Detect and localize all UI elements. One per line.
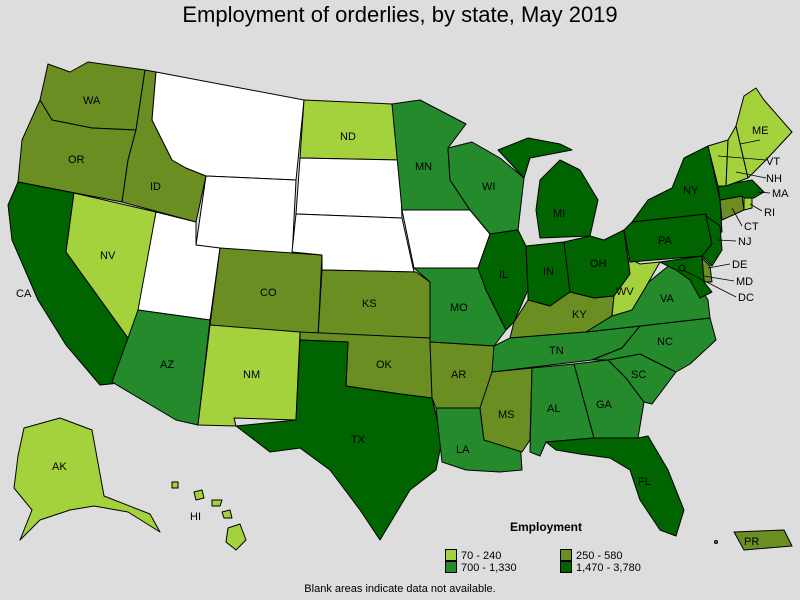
state-nd[interactable] xyxy=(299,99,401,161)
label-id: ID xyxy=(150,181,161,193)
label-fl: FL xyxy=(638,476,651,488)
legend-item-700-1330: 700 - 1,330 xyxy=(445,561,517,574)
label-la: LA xyxy=(456,444,470,456)
label-ga: GA xyxy=(596,399,613,411)
label-vt: VT xyxy=(766,156,780,168)
label-or: OR xyxy=(68,154,85,166)
state-az[interactable] xyxy=(111,309,211,426)
label-al: AL xyxy=(547,403,560,415)
label-ct: CT xyxy=(744,221,759,233)
label-ak: AK xyxy=(52,461,67,473)
pr-islet xyxy=(714,540,718,544)
state-wy[interactable] xyxy=(195,175,297,259)
state-pr[interactable] xyxy=(733,529,793,551)
state-ak[interactable] xyxy=(13,417,161,541)
label-dc: DC xyxy=(738,292,754,304)
legend-swatch xyxy=(560,561,572,573)
legend-item-1470-3780: 1,470 - 3,780 xyxy=(560,561,641,574)
state-mi[interactable] xyxy=(497,137,599,239)
label-sc: SC xyxy=(631,369,646,381)
legend-swatch xyxy=(445,549,457,561)
state-tx[interactable] xyxy=(235,339,443,541)
label-il: IL xyxy=(499,269,508,281)
label-ma: MA xyxy=(772,188,789,200)
legend-label: 700 - 1,330 xyxy=(461,562,517,574)
state-md[interactable] xyxy=(659,255,713,299)
footnote: Blank areas indicate data not available. xyxy=(304,583,496,595)
label-oh: OH xyxy=(590,258,607,270)
legend-swatch xyxy=(560,549,572,561)
legend-swatch xyxy=(445,561,457,573)
label-wv: WV xyxy=(616,286,634,298)
label-pr: PR xyxy=(744,536,759,548)
legend-label: 1,470 - 3,780 xyxy=(576,562,641,574)
label-ny: NY xyxy=(683,185,699,197)
label-me: ME xyxy=(752,125,769,137)
label-nm: NM xyxy=(243,369,260,381)
label-tn: TN xyxy=(549,345,564,357)
label-de: DE xyxy=(732,259,747,271)
label-ar: AR xyxy=(451,369,466,381)
state-fl[interactable] xyxy=(545,435,685,537)
state-labels: WA OR CA NV ID AZ CO NM ND KS OK TX MN M… xyxy=(16,95,789,548)
callout-lines xyxy=(682,139,771,298)
legend-label: 250 - 580 xyxy=(576,550,623,562)
label-az: AZ xyxy=(160,359,174,371)
label-wi: WI xyxy=(482,181,495,193)
legend-label: 70 - 240 xyxy=(461,550,502,562)
label-nc: NC xyxy=(657,336,673,348)
label-ks: KS xyxy=(362,298,377,310)
label-mo: MO xyxy=(450,302,468,314)
state-dc[interactable] xyxy=(678,264,686,272)
label-pa: PA xyxy=(658,235,673,247)
label-nj: NJ xyxy=(738,236,751,248)
label-ri: RI xyxy=(764,207,775,219)
state-nj[interactable] xyxy=(701,215,723,267)
label-nv: NV xyxy=(100,250,116,262)
label-ca: CA xyxy=(16,288,32,300)
label-nd: ND xyxy=(340,131,356,143)
map-title: Employment of orderlies, by state, May 2… xyxy=(182,2,618,27)
label-md: MD xyxy=(736,276,753,288)
label-co: CO xyxy=(260,287,277,299)
legend-item-250-580: 250 - 580 xyxy=(560,549,622,562)
label-mi: MI xyxy=(553,208,565,220)
legend-item-70-240: 70 - 240 xyxy=(445,549,501,562)
label-va: VA xyxy=(660,293,675,305)
label-tx: TX xyxy=(351,434,366,446)
label-wa: WA xyxy=(83,95,101,107)
label-hi: HI xyxy=(190,511,201,523)
legend-title: Employment xyxy=(510,520,583,534)
label-ok: OK xyxy=(376,359,393,371)
label-ms: MS xyxy=(498,409,515,421)
label-in: IN xyxy=(543,266,554,278)
state-hi[interactable] xyxy=(171,481,247,551)
label-ky: KY xyxy=(572,309,587,321)
state-nc[interactable] xyxy=(591,317,717,373)
state-sd[interactable] xyxy=(295,157,403,219)
label-mn: MN xyxy=(415,161,432,173)
label-nh: NH xyxy=(766,173,782,185)
